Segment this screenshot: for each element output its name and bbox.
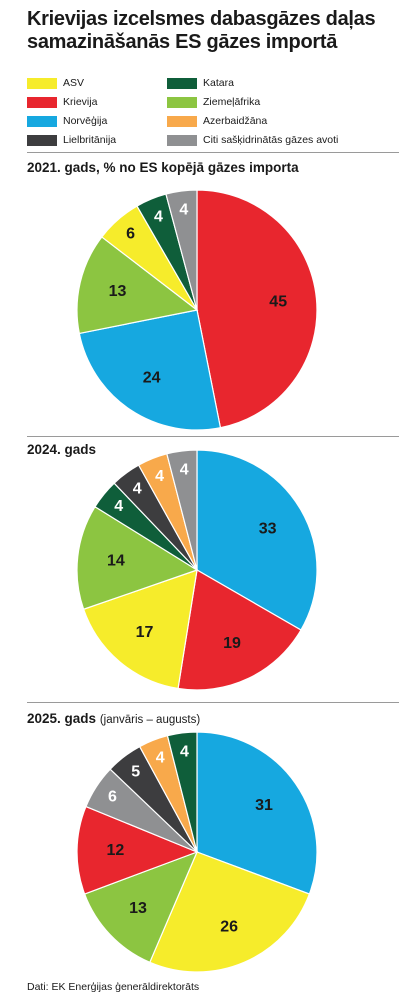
pie-slice-krievija — [76, 805, 199, 895]
legend-swatch — [27, 96, 57, 108]
slice-value-label: 12 — [107, 842, 125, 859]
slice-value-label: 4 — [179, 202, 188, 219]
legend-item: Citi sašķidrinātās gāzes avoti — [167, 133, 338, 147]
source-note: Dati: EK Enerģijas ģenerāldirektorāts — [27, 981, 200, 993]
section-title-text: 2024. gads — [27, 442, 97, 457]
section-title-note: (janvāris – augusts) — [99, 714, 201, 726]
slice-value-label: 4 — [155, 468, 164, 485]
pie-slice-norvegija — [196, 731, 318, 895]
section-title-text: 2025. gads — [27, 711, 97, 726]
slice-value-label: 6 — [126, 226, 135, 243]
pie-slice-ziemelafrika — [83, 850, 199, 964]
legend-label: ASV — [63, 77, 85, 89]
slice-value-label: 33 — [259, 521, 277, 538]
legend-swatch — [167, 134, 197, 146]
pie-slice-norvegija — [196, 449, 318, 631]
slice-value-label: 45 — [269, 294, 287, 311]
legend-item: Katara — [167, 76, 234, 90]
legend-item: Ziemeļāfrika — [167, 95, 260, 109]
pie-slice-norvegija — [78, 309, 222, 431]
slice-value-label: 6 — [108, 789, 117, 806]
divider — [27, 436, 399, 437]
legend-item: Norvēģija — [27, 114, 107, 128]
pie-slice-katara — [166, 731, 198, 853]
legend-label: Citi sašķidrinātās gāzes avoti — [203, 134, 339, 146]
legend-item: ASV — [27, 76, 84, 90]
legend-item: Krievija — [27, 95, 97, 109]
slice-value-label: 4 — [154, 208, 163, 225]
legend-label: Norvēģija — [63, 115, 108, 127]
slice-value-label: 13 — [109, 283, 127, 300]
slice-value-label: 4 — [180, 743, 189, 760]
slice-value-label: 26 — [220, 919, 238, 936]
pie-slice-citi — [165, 189, 198, 311]
legend-label: Ziemeļāfrika — [203, 96, 261, 108]
legend-swatch — [167, 115, 197, 127]
legend-label: Krievija — [63, 96, 98, 108]
slice-value-label: 24 — [143, 369, 161, 386]
chart-title: Krievijas izcelsmes dabasgāzes daļas sam… — [27, 8, 376, 53]
section-title-2024: 2024. gads — [27, 442, 96, 457]
slice-value-label: 19 — [223, 635, 241, 652]
legend: ASV Krievija Norvēģija Lielbritānija Kat… — [27, 76, 399, 148]
legend-swatch — [27, 134, 57, 146]
slice-value-label: 4 — [133, 480, 142, 497]
section-title-2025: 2025. gads (janvāris – augusts) — [27, 711, 200, 726]
legend-label: Lielbritānija — [63, 134, 117, 146]
section-title-2021: 2021. gads, % no ES kopējā gāzes importa — [27, 160, 299, 175]
pie-slice-citi — [166, 449, 198, 571]
legend-swatch — [167, 96, 197, 108]
slice-value-label: 13 — [129, 900, 147, 917]
slice-value-label: 4 — [156, 750, 165, 767]
pie-slice-asv — [149, 851, 311, 973]
legend-swatch — [27, 115, 57, 127]
slice-value-label: 5 — [131, 763, 140, 780]
slice-value-label: 4 — [180, 462, 189, 479]
pie-slice-ziemelafrika — [76, 236, 199, 335]
legend-item: Lielbritānija — [27, 133, 116, 147]
legend-swatch — [167, 77, 197, 89]
legend-label: Katara — [203, 77, 234, 89]
pie-slice-ziemelafrika — [76, 505, 199, 611]
slice-value-label: 4 — [114, 498, 123, 515]
slice-value-label: 31 — [255, 797, 273, 814]
slice-value-label: 17 — [136, 624, 154, 641]
pie-chart-2021: 45 24 13 6 4 4 — [76, 189, 318, 431]
legend-label: Azerbaidžāna — [203, 115, 268, 127]
slice-value-label: 14 — [107, 552, 125, 569]
pie-slice-krievija — [177, 569, 302, 691]
legend-item: Azerbaidžāna — [167, 114, 267, 128]
divider — [27, 152, 399, 153]
section-title-text: 2021. gads, % no ES kopējā gāzes importa — [27, 160, 299, 175]
pie-slice-krievija — [196, 189, 318, 429]
divider — [27, 702, 399, 703]
legend-swatch — [27, 77, 57, 89]
